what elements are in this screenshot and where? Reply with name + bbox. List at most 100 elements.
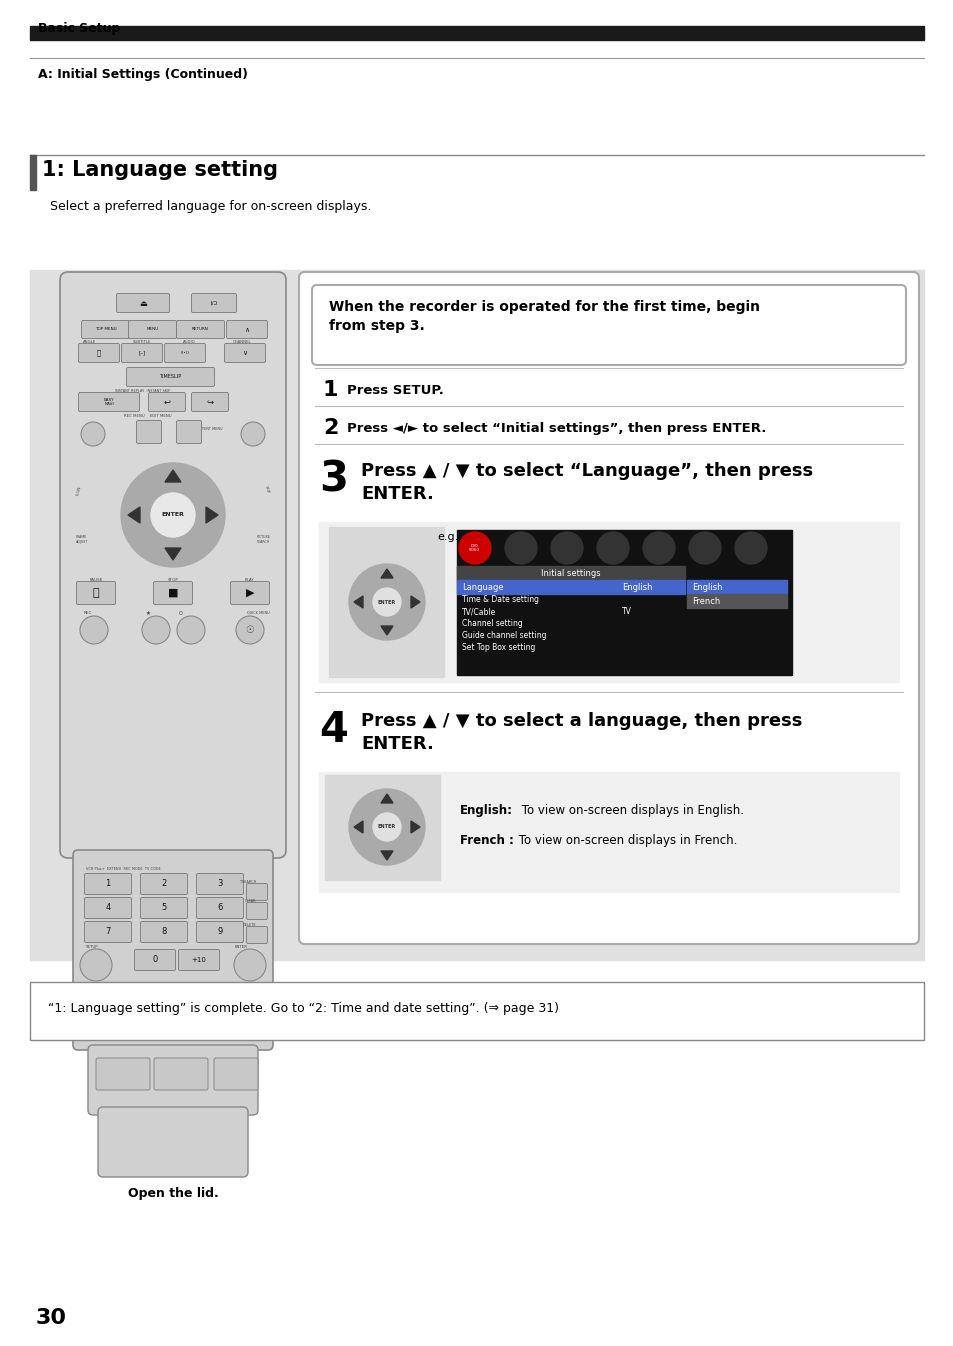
Circle shape bbox=[235, 616, 264, 643]
Text: Guide channel setting: Guide channel setting bbox=[461, 631, 546, 641]
Text: French :: French : bbox=[459, 835, 514, 847]
Text: ▶: ▶ bbox=[246, 588, 254, 598]
Bar bbox=[456, 567, 684, 580]
Bar bbox=[30, 155, 36, 190]
Bar bbox=[30, 271, 923, 960]
Bar bbox=[30, 26, 923, 40]
FancyBboxPatch shape bbox=[140, 898, 188, 918]
Circle shape bbox=[349, 789, 424, 865]
Text: TIMESLIP: TIMESLIP bbox=[159, 374, 181, 380]
Text: REC MENU    EDIT MENU: REC MENU EDIT MENU bbox=[124, 415, 172, 419]
Text: French: French bbox=[691, 596, 720, 606]
Circle shape bbox=[80, 616, 108, 643]
FancyBboxPatch shape bbox=[76, 581, 115, 604]
Text: 5: 5 bbox=[161, 903, 167, 913]
Text: Time & Date setting: Time & Date setting bbox=[461, 595, 538, 604]
Text: PLAY: PLAY bbox=[245, 577, 254, 581]
FancyBboxPatch shape bbox=[176, 420, 201, 443]
FancyBboxPatch shape bbox=[116, 293, 170, 312]
FancyBboxPatch shape bbox=[96, 1058, 150, 1090]
Text: 30: 30 bbox=[36, 1308, 67, 1329]
FancyBboxPatch shape bbox=[81, 320, 130, 338]
FancyBboxPatch shape bbox=[192, 293, 236, 312]
Text: 0: 0 bbox=[152, 956, 157, 965]
FancyBboxPatch shape bbox=[127, 367, 214, 386]
Polygon shape bbox=[380, 794, 393, 804]
Text: 1: Language setting: 1: Language setting bbox=[42, 160, 277, 180]
Text: SKIP: SKIP bbox=[264, 485, 270, 494]
FancyBboxPatch shape bbox=[196, 898, 243, 918]
Text: SETUP: SETUP bbox=[86, 945, 98, 949]
Text: ENTER: ENTER bbox=[234, 945, 248, 949]
Polygon shape bbox=[165, 470, 181, 482]
Circle shape bbox=[734, 532, 766, 564]
Text: ENTER: ENTER bbox=[377, 599, 395, 604]
FancyBboxPatch shape bbox=[140, 922, 188, 942]
Text: ↪: ↪ bbox=[206, 397, 213, 406]
FancyBboxPatch shape bbox=[312, 285, 905, 365]
Text: DVD
VIDEO: DVD VIDEO bbox=[469, 544, 480, 552]
Polygon shape bbox=[165, 548, 181, 560]
Text: SLOW: SLOW bbox=[76, 485, 83, 497]
Bar bbox=[686, 580, 786, 594]
Text: ☉: ☉ bbox=[245, 625, 254, 635]
Text: 9: 9 bbox=[217, 927, 222, 937]
Text: TOP MENU: TOP MENU bbox=[94, 327, 116, 331]
Bar bbox=[329, 528, 443, 677]
Circle shape bbox=[642, 532, 675, 564]
Text: DELETE: DELETE bbox=[242, 923, 255, 927]
Text: O: O bbox=[179, 611, 183, 616]
Polygon shape bbox=[380, 626, 393, 635]
FancyBboxPatch shape bbox=[78, 343, 119, 362]
FancyBboxPatch shape bbox=[231, 581, 269, 604]
Text: Select a preferred language for on-screen displays.: Select a preferred language for on-scree… bbox=[50, 201, 371, 213]
Circle shape bbox=[121, 463, 225, 567]
Text: OPEN/CLOSE: OPEN/CLOSE bbox=[129, 293, 156, 297]
Polygon shape bbox=[354, 596, 363, 608]
Circle shape bbox=[551, 532, 582, 564]
FancyBboxPatch shape bbox=[226, 320, 267, 338]
Text: I/Ɔ: I/Ɔ bbox=[210, 300, 217, 306]
Circle shape bbox=[688, 532, 720, 564]
Text: FRAME
ADJUST: FRAME ADJUST bbox=[76, 534, 89, 544]
Text: ↩: ↩ bbox=[163, 397, 171, 406]
Text: ⏸: ⏸ bbox=[92, 588, 99, 598]
Text: MENU: MENU bbox=[146, 327, 158, 331]
Text: English: English bbox=[691, 583, 721, 591]
Text: Language: Language bbox=[461, 583, 503, 591]
Text: Channel setting: Channel setting bbox=[461, 619, 522, 629]
Circle shape bbox=[142, 616, 170, 643]
Text: [–]: [–] bbox=[138, 350, 146, 355]
Text: 2: 2 bbox=[323, 419, 338, 437]
Text: ENTER: ENTER bbox=[377, 825, 395, 829]
Text: ★: ★ bbox=[146, 611, 151, 616]
FancyBboxPatch shape bbox=[136, 420, 161, 443]
Text: Basic Setup: Basic Setup bbox=[38, 22, 120, 35]
Text: 4: 4 bbox=[318, 709, 348, 751]
Bar bbox=[318, 773, 898, 892]
Bar bbox=[686, 594, 786, 608]
Text: 7: 7 bbox=[105, 927, 111, 937]
Circle shape bbox=[241, 423, 265, 446]
FancyBboxPatch shape bbox=[98, 1106, 248, 1176]
Text: AUDIO: AUDIO bbox=[183, 341, 195, 345]
Circle shape bbox=[80, 949, 112, 981]
Text: ANGLE: ANGLE bbox=[83, 341, 96, 345]
Circle shape bbox=[597, 532, 628, 564]
Text: When the recorder is operated for the first time, begin
from step 3.: When the recorder is operated for the fi… bbox=[329, 300, 760, 332]
Polygon shape bbox=[411, 596, 419, 608]
FancyBboxPatch shape bbox=[60, 272, 286, 857]
FancyBboxPatch shape bbox=[30, 983, 923, 1040]
Text: 2: 2 bbox=[161, 879, 167, 888]
Text: CHANNEL: CHANNEL bbox=[233, 341, 252, 345]
Text: PICTURE
SEARCH: PICTURE SEARCH bbox=[256, 534, 270, 544]
Circle shape bbox=[233, 949, 266, 981]
Text: Press ▲ / ▼ to select a language, then press
ENTER.: Press ▲ / ▼ to select a language, then p… bbox=[360, 712, 801, 752]
Text: 3: 3 bbox=[217, 879, 222, 888]
FancyBboxPatch shape bbox=[78, 393, 139, 412]
FancyBboxPatch shape bbox=[129, 320, 176, 338]
Polygon shape bbox=[128, 507, 140, 524]
Text: 📷: 📷 bbox=[97, 350, 101, 357]
Text: ((•)): ((•)) bbox=[180, 351, 190, 355]
FancyBboxPatch shape bbox=[149, 393, 185, 412]
